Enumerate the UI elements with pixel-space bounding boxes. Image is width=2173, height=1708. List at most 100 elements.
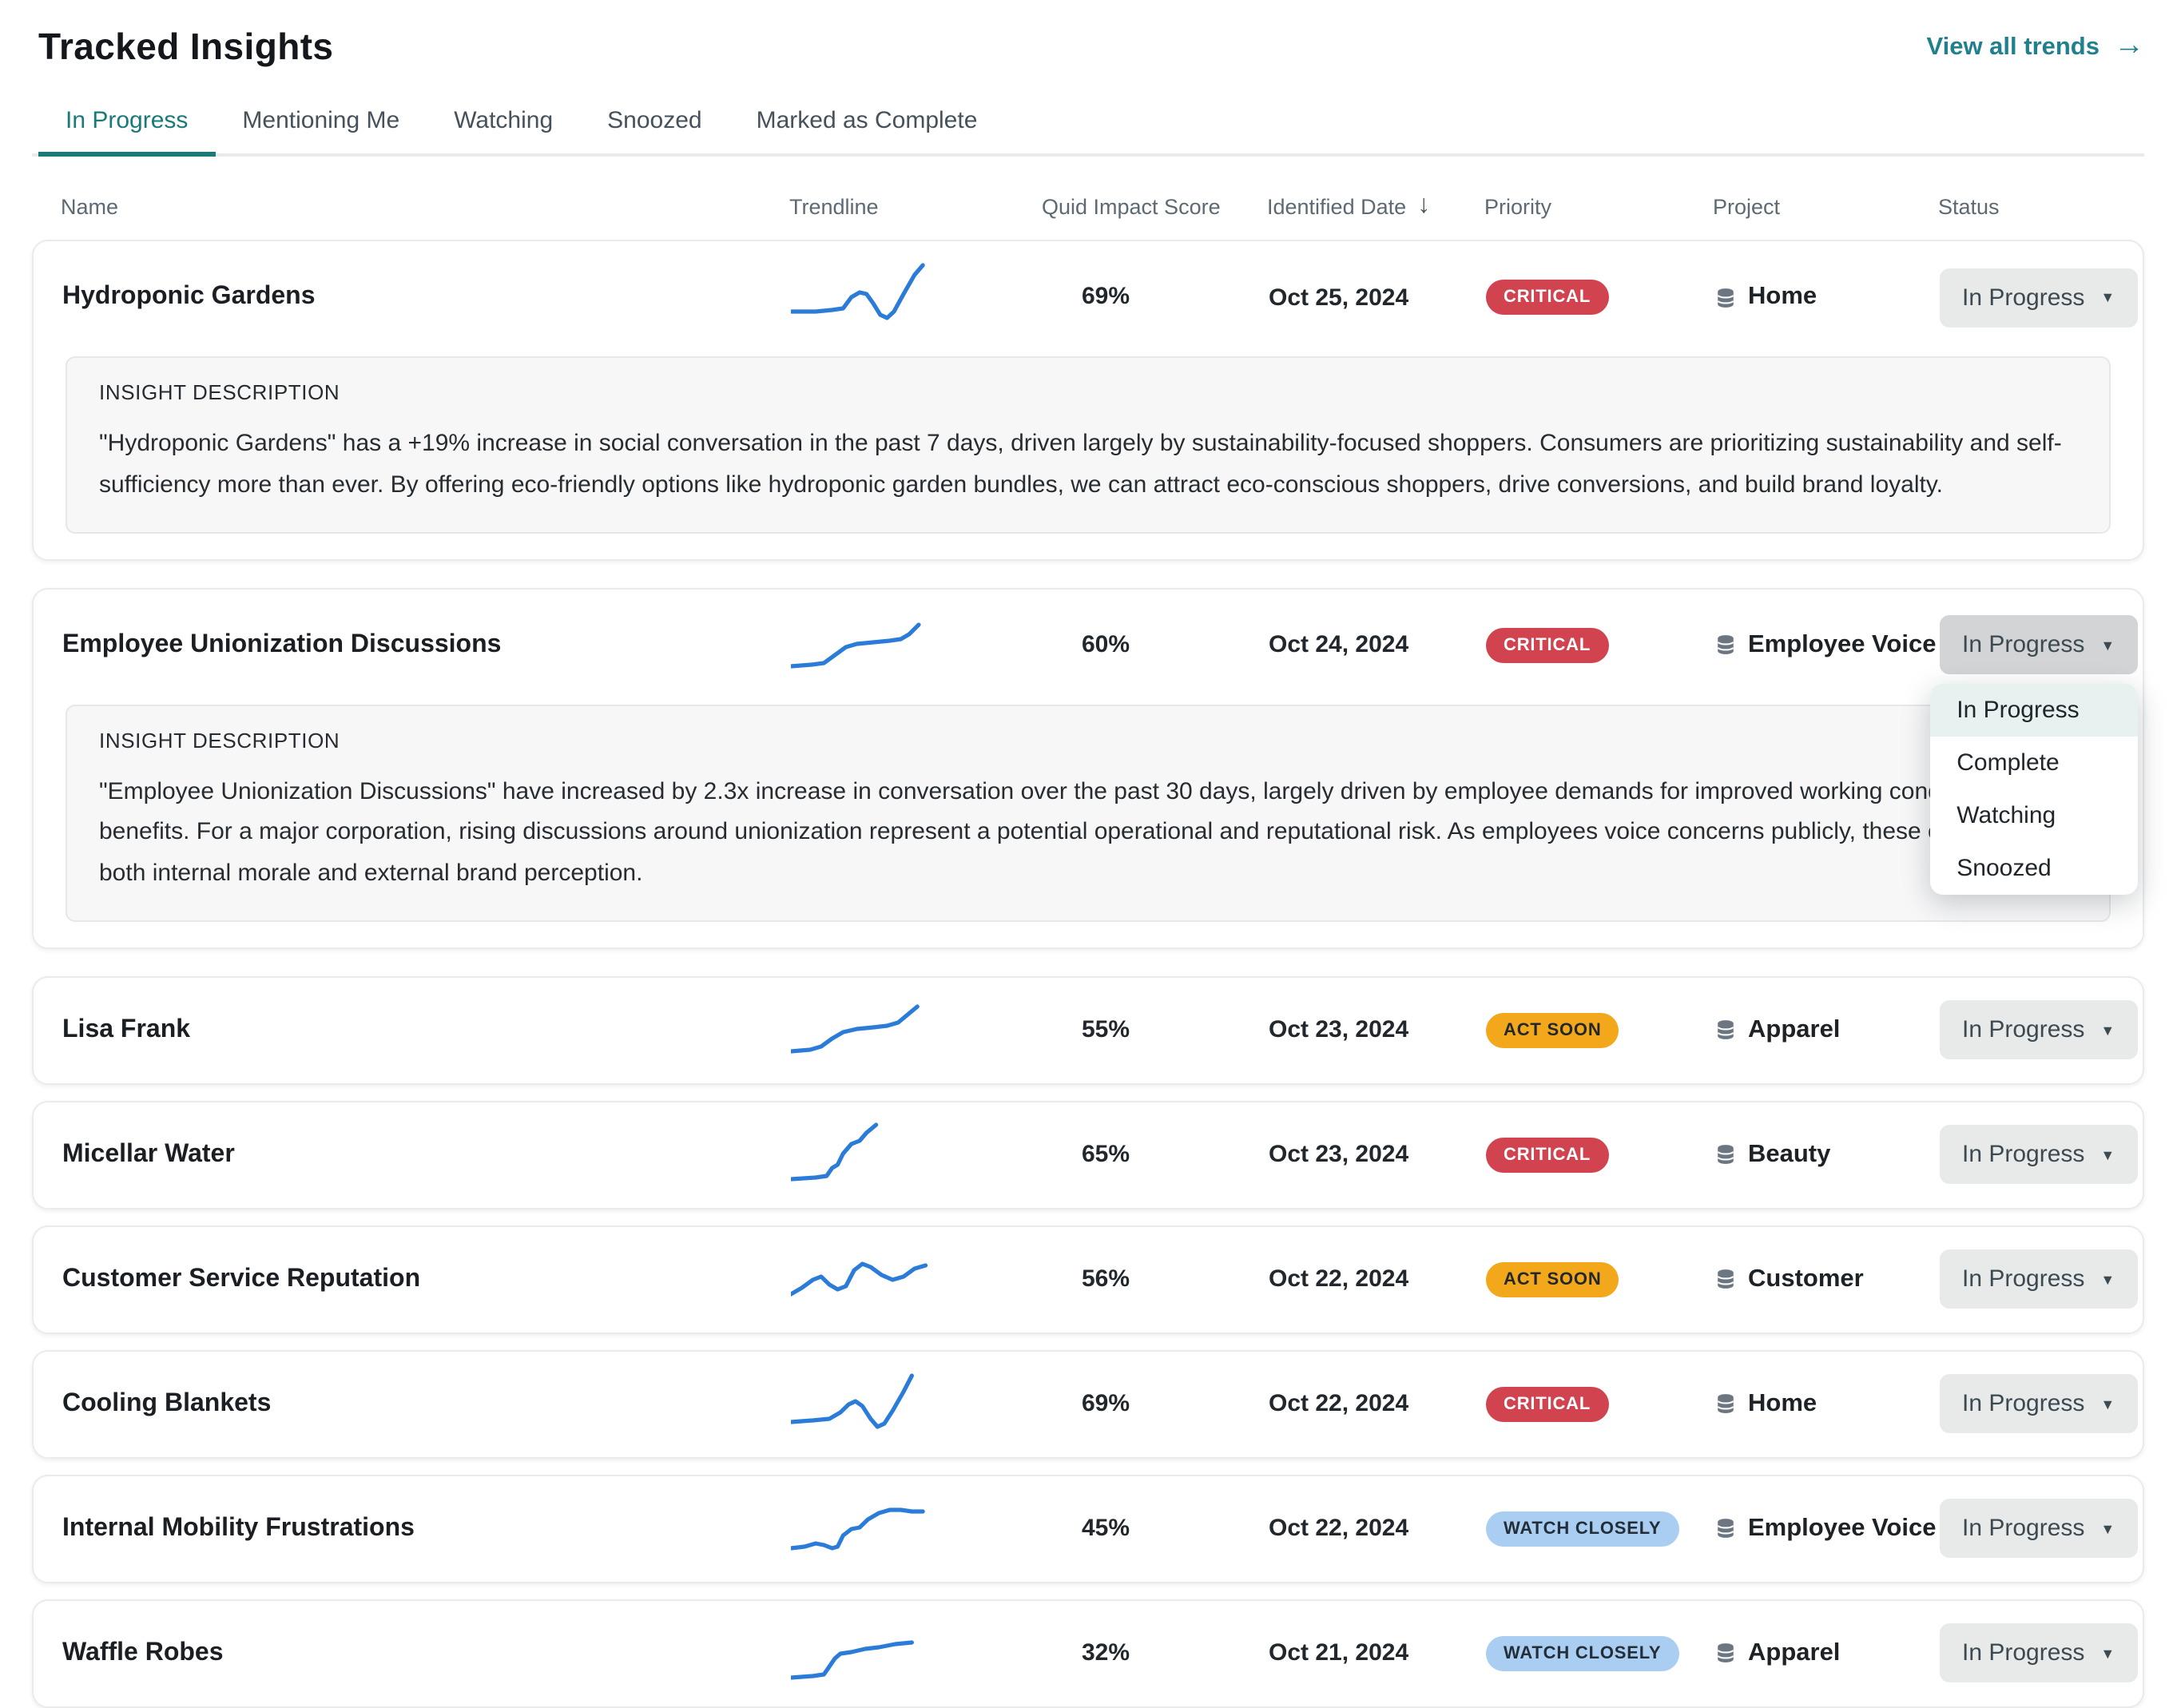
insight-name: Waffle Robes [62, 1638, 224, 1666]
database-icon [1714, 1642, 1737, 1666]
status-dropdown-button[interactable]: In Progress ▼ [1940, 1000, 2138, 1060]
insight-row: Hydroponic Gardens 69% Oct 25, 2024 CRIT… [34, 241, 2143, 353]
arrow-right-icon: → [2114, 29, 2144, 62]
caret-down-icon: ▼ [2100, 1022, 2115, 1039]
trendline-cell [762, 995, 1015, 1066]
project-name: Home [1748, 1389, 1817, 1417]
status-dropdown-button[interactable]: In Progress ▼ [1940, 268, 2138, 327]
trendline-cell [762, 1120, 1015, 1190]
sparkline-icon [791, 1619, 928, 1689]
insight-row: Waffle Robes 32% Oct 21, 2024 WATCH CLOS… [34, 1601, 2143, 1706]
view-all-trends-label: View all trends [1926, 33, 2100, 60]
insight-card-employee-unionization-discussions[interactable]: Employee Unionization Discussions 60% Oc… [32, 587, 2144, 949]
insight-description-box: INSIGHT DESCRIPTION "Employee Unionizati… [66, 704, 2111, 922]
project-name: Employee Voice [1748, 1514, 1937, 1542]
status-dropdown-button[interactable]: In Progress ▼ [1940, 1499, 2138, 1559]
tab-bar: In Progress Mentioning Me Watching Snooz… [32, 91, 2144, 157]
trendline-cell [762, 610, 1015, 680]
insight-description-text: "Employee Unionization Discussions" have… [99, 777, 2044, 888]
priority-cell: CRITICAL [1486, 1137, 1714, 1173]
impact-score-cell: 69% [1015, 1390, 1269, 1419]
insight-card-lisa-frank[interactable]: Lisa Frank 55% Oct 23, 2024 ACT SOON App… [32, 975, 2144, 1085]
trendline-cell [762, 262, 1015, 332]
project-name: Home [1748, 283, 1817, 310]
insight-card-internal-mobility-frustrations[interactable]: Internal Mobility Frustrations 45% Oct 2… [32, 1474, 2144, 1583]
column-header-name: Name [61, 194, 119, 218]
priority-cell: CRITICAL [1486, 280, 1714, 315]
impact-score-cell: 56% [1015, 1265, 1269, 1294]
project-cell: Home [1714, 283, 1940, 312]
insight-card-hydroponic-gardens[interactable]: Hydroponic Gardens 69% Oct 25, 2024 CRIT… [32, 240, 2144, 561]
status-dropdown-button[interactable]: In Progress ▼ [1940, 1623, 2138, 1683]
tab-marked-as-complete[interactable]: Marked as Complete [756, 107, 978, 134]
project-name: Employee Voice [1748, 630, 1937, 658]
impact-score: 55% [1082, 1015, 1130, 1043]
database-icon [1714, 1019, 1737, 1043]
database-icon [1714, 1268, 1737, 1292]
status-dropdown-button[interactable]: In Progress ▼ [1940, 615, 2138, 675]
insight-card-customer-service-reputation[interactable]: Customer Service Reputation 56% Oct 22, … [32, 1225, 2144, 1334]
status-cell: In Progress ▼ [1940, 268, 2156, 327]
project-name: Apparel [1748, 1015, 1841, 1043]
insight-description-label: INSIGHT DESCRIPTION [99, 728, 340, 753]
priority-cell: WATCH CLOSELY [1486, 1511, 1714, 1547]
identified-date: Oct 23, 2024 [1269, 1016, 1409, 1044]
insight-row: Employee Unionization Discussions 60% Oc… [34, 589, 2143, 896]
status-label: In Progress [1962, 631, 2085, 659]
insight-name: Employee Unionization Discussions [62, 630, 502, 658]
status-dropdown-button[interactable]: In Progress ▼ [1940, 1249, 2138, 1309]
database-icon [1714, 1143, 1737, 1167]
insight-card-micellar-water[interactable]: Micellar Water 65% Oct 23, 2024 CRITICAL… [32, 1100, 2144, 1210]
priority-badge: CRITICAL [1486, 1386, 1609, 1422]
insight-name: Hydroponic Gardens [62, 283, 316, 310]
priority-cell: ACT SOON [1486, 1261, 1714, 1297]
status-label: In Progress [1962, 1265, 2085, 1293]
database-icon [1714, 1517, 1737, 1541]
insight-row: Customer Service Reputation 56% Oct 22, … [34, 1227, 2143, 1333]
status-label: In Progress [1962, 1639, 2085, 1667]
tab-mentioning-me[interactable]: Mentioning Me [242, 107, 400, 134]
status-dropdown-button[interactable]: In Progress ▼ [1940, 1374, 2138, 1434]
identified-date: Oct 22, 2024 [1269, 1265, 1409, 1293]
tab-snoozed[interactable]: Snoozed [607, 107, 702, 134]
project-cell: Beauty [1714, 1141, 1940, 1170]
impact-score: 60% [1082, 630, 1130, 658]
insight-name: Internal Mobility Frustrations [62, 1514, 415, 1542]
insight-description-label: INSIGHT DESCRIPTION [99, 380, 340, 404]
view-all-trends-link[interactable]: View all trends → [1926, 29, 2144, 62]
dropdown-option-snoozed[interactable]: Snoozed [1956, 855, 2052, 883]
impact-score-cell: 32% [1015, 1639, 1269, 1668]
trendline-cell [762, 1369, 1015, 1440]
trendline-cell [762, 1245, 1015, 1315]
identified-date-label: Identified Date [1267, 194, 1407, 218]
column-header-trendline: Trendline [789, 194, 879, 218]
database-icon [1714, 285, 1737, 309]
status-label: In Progress [1962, 1515, 2085, 1543]
insight-name: Cooling Blankets [62, 1389, 272, 1417]
trendline-cell [762, 1619, 1015, 1689]
identified-date: Oct 23, 2024 [1269, 1141, 1409, 1169]
identified-date: Oct 22, 2024 [1269, 1515, 1409, 1543]
dropdown-option-in-progress[interactable]: In Progress [1929, 684, 2138, 737]
insight-name: Micellar Water [62, 1140, 235, 1168]
status-label: In Progress [1962, 1390, 2085, 1418]
insight-card-cooling-blankets[interactable]: Cooling Blankets 69% Oct 22, 2024 CRITIC… [32, 1349, 2144, 1459]
dropdown-option-watching[interactable]: Watching [1956, 802, 2056, 830]
status-dropdown-button[interactable]: In Progress ▼ [1940, 1125, 2138, 1185]
insight-name: Customer Service Reputation [62, 1265, 421, 1293]
insight-row: Internal Mobility Frustrations 45% Oct 2… [34, 1476, 2143, 1582]
status-cell: In Progress ▼ In Progress Complete Watch… [1929, 615, 2156, 896]
insight-card-waffle-robes[interactable]: Waffle Robes 32% Oct 21, 2024 WATCH CLOS… [32, 1599, 2144, 1708]
dropdown-option-complete[interactable]: Complete [1956, 749, 2060, 777]
sparkline-icon [791, 1245, 928, 1315]
sparkline-icon [791, 1369, 928, 1440]
priority-badge: CRITICAL [1486, 1137, 1609, 1173]
caret-down-icon: ▼ [2100, 1146, 2115, 1163]
tab-watching[interactable]: Watching [454, 107, 554, 134]
impact-score: 56% [1082, 1265, 1130, 1293]
project-cell: Home [1714, 1390, 1940, 1419]
tab-in-progress[interactable]: In Progress [38, 91, 215, 157]
impact-score: 69% [1082, 283, 1130, 310]
identified-date: Oct 22, 2024 [1269, 1390, 1409, 1418]
column-header-identified-date[interactable]: Identified Date ↓ [1267, 192, 1484, 220]
